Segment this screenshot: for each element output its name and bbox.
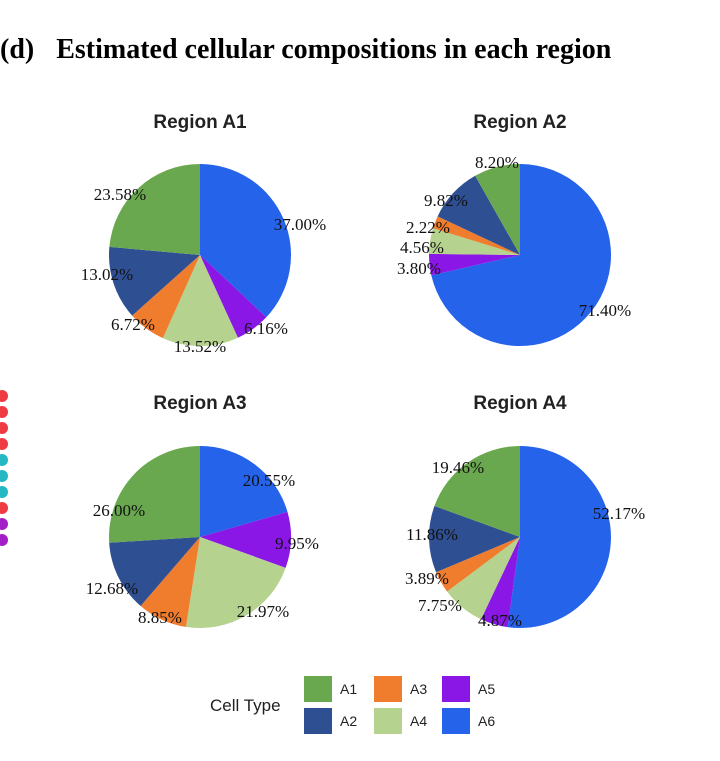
slice-value-label: 19.46% [432, 458, 484, 477]
slice-value-label: 71.40% [579, 301, 631, 320]
slice-value-label: 52.17% [593, 504, 645, 523]
pie-slice-a2 [429, 505, 520, 573]
panel-tag: (d) [0, 34, 35, 65]
edge-dot [0, 502, 8, 514]
legend-label: A4 [410, 713, 428, 729]
legend-item-a6: A6 [442, 708, 495, 734]
slice-value-label: 8.20% [475, 153, 519, 172]
slice-value-label: 12.68% [86, 579, 138, 598]
slice-value-label: 13.02% [81, 265, 133, 284]
pie-slice-a1 [109, 164, 200, 255]
chart-title: Region A1 [153, 112, 247, 133]
legend-swatch [304, 676, 332, 702]
legend-label: A6 [478, 713, 496, 729]
edge-dot [0, 454, 8, 466]
slice-value-label: 26.00% [93, 501, 145, 520]
pie-slice-a2 [108, 246, 200, 316]
edge-dot [0, 438, 8, 450]
slice-value-label: 6.16% [244, 319, 288, 338]
pie-slice-a6 [200, 164, 292, 318]
slice-value-label: 6.72% [111, 315, 155, 334]
legend-label: A5 [478, 681, 496, 697]
chart-title: Region A2 [473, 112, 566, 133]
legend-label: A3 [410, 681, 428, 697]
legend-label: A1 [340, 681, 358, 697]
edge-dot [0, 390, 8, 402]
edge-dot [0, 406, 8, 418]
edge-dot [0, 422, 8, 434]
pie-slice-a5 [429, 253, 520, 276]
legend-label: A2 [340, 713, 358, 729]
legend-swatch [442, 708, 470, 734]
legend-swatch [304, 708, 332, 734]
slice-value-label: 37.00% [274, 215, 326, 234]
legend-item-a2: A2 [304, 708, 357, 734]
pie-slice-a3 [140, 537, 200, 627]
slice-value-label: 13.52% [174, 337, 226, 356]
edge-dot [0, 486, 8, 498]
legend-swatch [374, 708, 402, 734]
pie-slice-a4 [162, 255, 238, 346]
pie-slice-a6 [431, 164, 612, 346]
pie-chart-2: Region A2 71.40% 3.80% 4.56%2.22% 9.82% 8.20% [397, 112, 631, 346]
slice-value-label: 11.86% [406, 525, 458, 544]
slice-value-label: 8.85% [138, 608, 182, 627]
edge-dot [0, 470, 8, 482]
slice-value-label: 23.58% [94, 185, 146, 204]
slice-value-label: 3.89% [405, 569, 449, 588]
pie-slice-a5 [481, 537, 520, 628]
pie-slice-a6 [200, 446, 288, 537]
pie-chart-3: Region A3 20.55% 9.95% 21.97% 8.85%12.68% 26.… [86, 393, 319, 629]
edge-dot [0, 518, 8, 530]
slice-value-label: 7.75% [418, 596, 462, 615]
pie-slice-a5 [200, 511, 292, 568]
chart-title: Region A3 [153, 393, 246, 414]
legend: Cell Type A1 A2 A3 A4 A5 A6 [208, 676, 528, 740]
legend-item-a4: A4 [374, 708, 427, 734]
legend-item-a3: A3 [374, 676, 427, 702]
legend-swatch [374, 676, 402, 702]
pie-slice-a3 [132, 255, 200, 339]
pie-slice-a4 [429, 228, 520, 255]
pie-slice-a3 [433, 216, 520, 255]
legend-item-a5: A5 [442, 676, 495, 702]
slice-value-label: 9.82% [424, 191, 468, 210]
pie-slice-a3 [436, 537, 520, 592]
legend-swatch [442, 676, 470, 702]
slice-value-label: 3.80% [397, 259, 441, 278]
pie-slice-a2 [437, 175, 520, 255]
slice-value-label: 9.95% [275, 534, 319, 553]
pie-slice-a1 [434, 446, 520, 537]
panel-title: (d) Estimated cellular compositions in ea… [0, 34, 611, 66]
pie-slice-a2 [109, 537, 200, 606]
slice-value-label: 4.87% [478, 611, 522, 630]
legend-item-a1: A1 [304, 676, 357, 702]
pie-slice-a6 [507, 446, 611, 628]
legend-title: Cell Type [210, 696, 281, 715]
pie-slice-a5 [200, 255, 267, 338]
slice-value-label: 21.97% [237, 602, 289, 621]
pie-slice-a1 [475, 164, 520, 255]
chart-title: Region A4 [473, 393, 567, 414]
slice-value-label: 20.55% [243, 471, 295, 490]
panel-heading: Estimated cellular compositions in each … [56, 34, 612, 65]
pie-slice-a1 [109, 446, 200, 543]
pie-slice-a4 [185, 537, 286, 629]
slice-value-label: 4.56% [400, 238, 444, 257]
slice-value-label: 2.22% [406, 218, 450, 237]
edge-dot [0, 534, 8, 546]
pie-chart-1: Region A1 37.00% 6.16% 13.52% 6.72% 13.02% 23.… [81, 112, 326, 356]
pie-chart-4: Region A4 52.17% 4.87% 7.75% 3.89% 11.86% 19.4… [405, 393, 645, 630]
pie-slice-a4 [447, 537, 520, 620]
